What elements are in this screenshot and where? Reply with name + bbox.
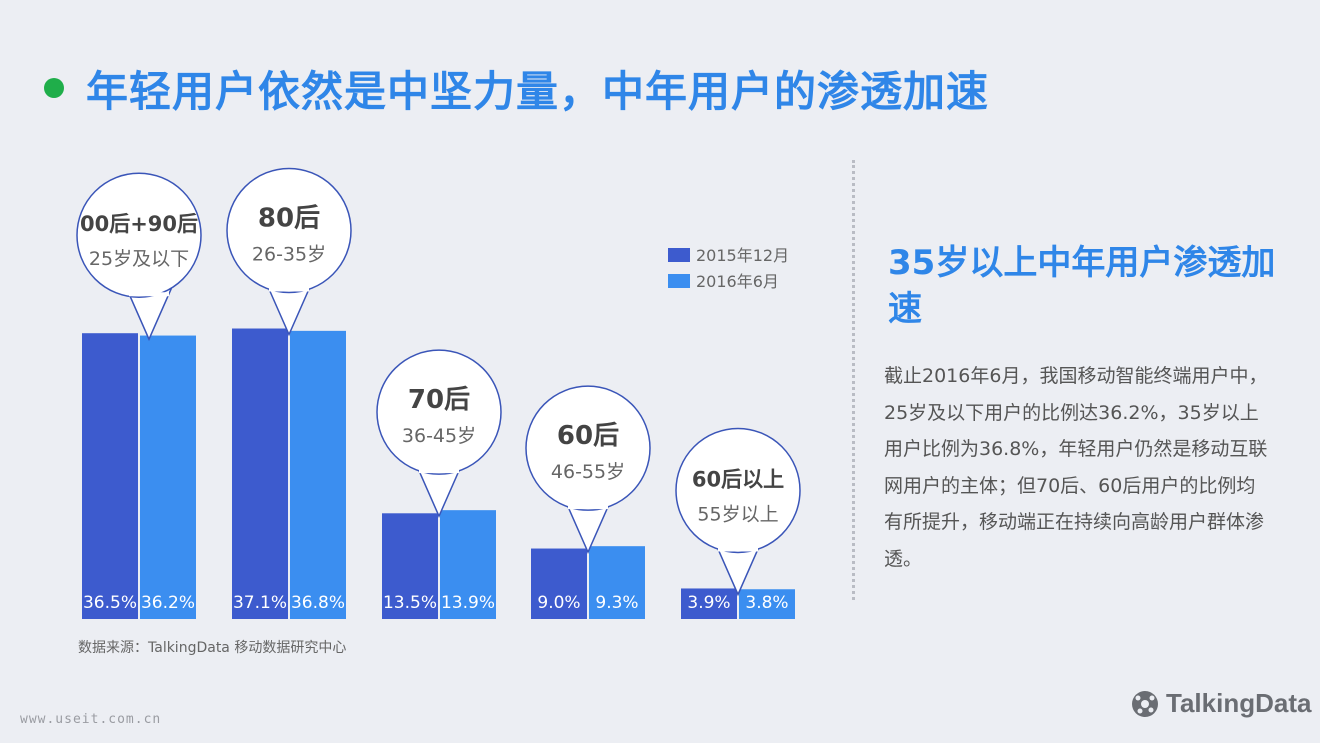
sidebar-title: 35岁以上中年用户渗透加速	[888, 243, 1276, 329]
bar-value-label: 37.1%	[233, 593, 287, 613]
callout-bubble	[376, 349, 502, 475]
sidebar-body: 截止2016年6月，我国移动智能终端用户中，25岁及以下用户的比例达36.2%，…	[884, 365, 1268, 570]
bar-1-5	[681, 588, 737, 619]
category-range: 46-55岁	[551, 461, 625, 483]
talkingdata-logo: TalkingData	[1130, 688, 1311, 719]
bar-value-label: 3.9%	[687, 593, 730, 613]
legend-swatch-2	[668, 274, 690, 288]
bar-value-label: 13.9%	[441, 593, 495, 613]
category-name: 60后	[557, 421, 619, 451]
data-source: 数据来源：TalkingData 移动数据研究中心	[78, 640, 347, 656]
watermark: www.useit.com.cn	[20, 712, 162, 727]
legend-swatch-1	[668, 248, 690, 262]
category-name: 60后以上	[692, 467, 784, 491]
bar-1-2	[232, 328, 288, 619]
bar-2-3	[440, 510, 496, 619]
talkingdata-logo-icon	[1132, 690, 1158, 717]
bar-2-4	[589, 546, 645, 619]
bar-2-5	[739, 589, 795, 619]
category-name: 80后	[258, 204, 320, 234]
category-name: 70后	[408, 385, 470, 415]
callout-bubble	[675, 427, 801, 554]
callout-bubble	[226, 167, 352, 294]
page-title: 年轻用户依然是中坚力量，中年用户的渗透加速	[86, 67, 990, 116]
title-bullet	[44, 78, 64, 98]
legend-label-2: 2016年6月	[696, 272, 779, 291]
legend-label-1: 2015年12月	[696, 246, 789, 265]
bar-value-label: 36.8%	[291, 593, 345, 613]
category-range: 55岁以上	[697, 503, 778, 525]
callout-bubble	[525, 385, 651, 511]
bar-2-2	[290, 330, 346, 619]
logo-text: TalkingData	[1166, 688, 1312, 718]
callout-bubble	[76, 172, 202, 298]
category-range: 26-35岁	[252, 244, 326, 266]
category-range: 36-45岁	[402, 425, 476, 447]
category-name: 00后+90后	[80, 212, 198, 236]
bar-1-4	[531, 548, 587, 619]
bar-value-label: 3.8%	[745, 593, 788, 613]
bar-1-1	[82, 333, 138, 619]
bar-value-label: 9.3%	[595, 593, 638, 613]
category-range: 25岁及以下	[89, 248, 189, 270]
vertical-divider	[852, 160, 855, 600]
bar-1-3	[382, 513, 438, 619]
bar-2-1	[140, 335, 196, 619]
bar-value-label: 36.2%	[141, 593, 195, 613]
bar-value-label: 36.5%	[83, 593, 137, 613]
bar-chart: 36.5% 36.2% 00后+90后 25岁及以下 37.1% 36.8% 80后 26-3…	[76, 167, 801, 619]
bar-value-label: 9.0%	[537, 593, 580, 613]
bar-value-label: 13.5%	[383, 593, 437, 613]
